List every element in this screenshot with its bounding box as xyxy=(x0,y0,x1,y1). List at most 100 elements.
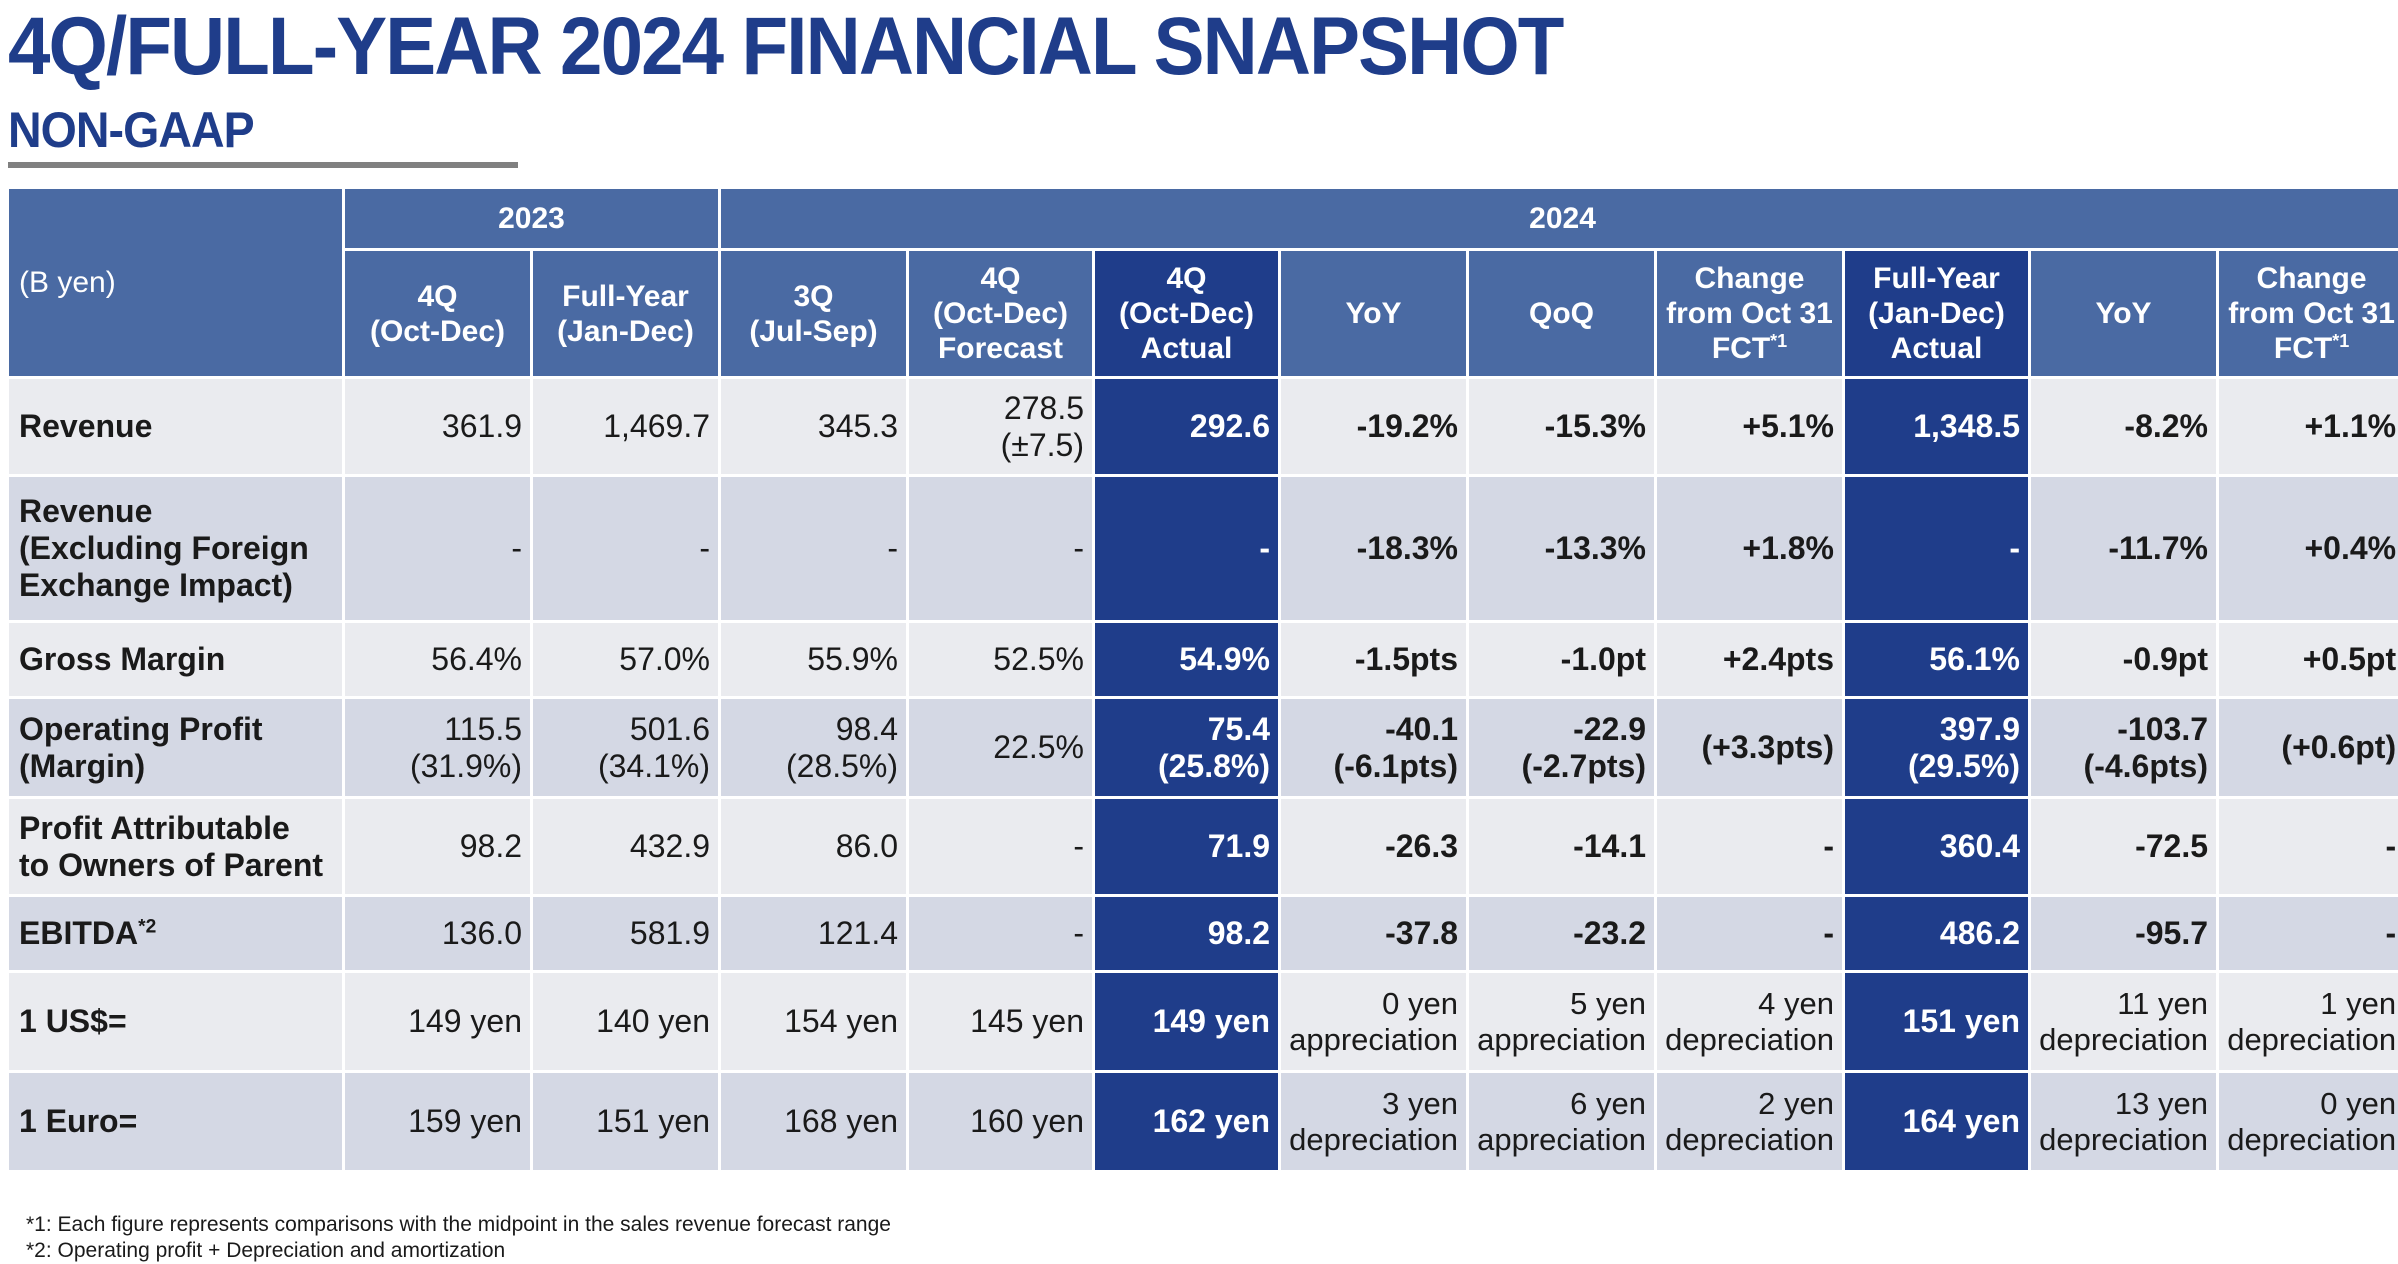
cell-line-1: (+3.3pts) xyxy=(1701,729,1834,765)
table-cell: 115.5 (31.9%) xyxy=(342,696,533,799)
cell-line-1: 22.5% xyxy=(993,729,1084,765)
table-cell: - xyxy=(2215,796,2398,897)
cell-line-1: - xyxy=(2385,828,2397,864)
cell-line-1: -1.0pt xyxy=(1560,641,1646,677)
cell-line-1: 1,469.7 xyxy=(603,408,710,444)
financial-snapshot-table: (B yen) 2023 2024 4Q (Oct-Dec) Full-Year (J… xyxy=(6,186,2398,1173)
table-row: Operating Profit (Margin) 115.5 (31.9%) 501.… xyxy=(6,696,2398,799)
table-cell: 54.9% xyxy=(1092,620,1281,699)
row-label-line-1: 1 Euro= xyxy=(19,1103,138,1139)
cell-line-1: -40.1 xyxy=(1385,710,1458,747)
cell-line-1: 486.2 xyxy=(1939,915,2020,951)
table-cell: -23.2 xyxy=(1466,894,1657,973)
table-cell: 151 yen xyxy=(530,1070,721,1173)
table-cell: 57.0% xyxy=(530,620,721,699)
column-header-line-2: from Oct 31 xyxy=(2228,297,2395,330)
column-header-line-2: from Oct 31 xyxy=(1666,297,1833,330)
cell-line-1: 1,348.5 xyxy=(1913,408,2020,444)
cell-line-1: -37.8 xyxy=(1385,915,1458,951)
table-cell: - xyxy=(1654,796,1845,897)
page-title: 4Q/FULL-YEAR 2024 FINANCIAL SNAPSHOT xyxy=(8,1,1564,92)
table-cell: 149 yen xyxy=(342,970,533,1073)
table-cell: +1.1% xyxy=(2215,376,2398,477)
table-cell: 140 yen xyxy=(530,970,721,1073)
cell-line-1: 2 yen xyxy=(1758,1085,1834,1121)
cell-line-2: (25.8%) xyxy=(1157,747,1270,784)
table-cell: -11.7% xyxy=(2028,474,2219,623)
table-cell: -0.9pt xyxy=(2028,620,2219,699)
cell-line-1: +0.5pt xyxy=(2302,641,2397,677)
cell-line-2: (29.5%) xyxy=(1907,747,2020,784)
footnotes: *1: Each figure represents comparisons w… xyxy=(26,1212,891,1264)
cell-line-1: -0.9pt xyxy=(2122,641,2208,677)
table-row: EBITDA*2 136.0 581.9 121.4 - 98.2 -37.8 -23.2 - 4… xyxy=(6,894,2398,973)
row-label-line-2: (Margin) xyxy=(19,747,146,784)
table-cell: 5 yen appreciation xyxy=(1466,970,1657,1073)
cell-line-1: +1.8% xyxy=(1742,530,1834,566)
row-label: Revenue (Excluding Foreign Exchange Impact… xyxy=(6,474,345,623)
cell-line-2: appreciation xyxy=(1289,1021,1458,1057)
table-cell: -13.3% xyxy=(1466,474,1657,623)
table-cell: 1 yen depreciation xyxy=(2215,970,2398,1073)
column-header-8: Change from Oct 31 FCT*1 xyxy=(1654,248,1845,379)
cell-line-2: (-2.7pts) xyxy=(1521,747,1646,784)
table-cell: -14.1 xyxy=(1466,796,1657,897)
table-cell: -1.0pt xyxy=(1466,620,1657,699)
column-header-6: YoY xyxy=(1278,248,1469,379)
cell-line-1: 501.6 xyxy=(629,710,710,747)
cell-line-1: - xyxy=(1073,915,1084,951)
row-label-line-2: to Owners of Parent xyxy=(19,846,324,883)
row-label-line-2: (Excluding Foreign xyxy=(19,530,309,566)
cell-line-1: 98.2 xyxy=(1207,915,1270,951)
table-cell: 164 yen xyxy=(1842,1070,2031,1173)
table-row: Gross Margin 56.4% 57.0% 55.9% 52.5% 54.9% -1.… xyxy=(6,620,2398,699)
table-cell: -19.2% xyxy=(1278,376,1469,477)
cell-line-1: - xyxy=(1823,828,1834,864)
table-cell: - xyxy=(2215,894,2398,973)
cell-line-1: 581.9 xyxy=(629,915,710,951)
table-cell: 86.0 xyxy=(718,796,909,897)
column-header-line-1: 4Q xyxy=(1166,262,1207,295)
cell-line-1: -11.7% xyxy=(2108,530,2208,566)
title-underline xyxy=(8,162,518,168)
column-header-line-1: Full-Year xyxy=(1873,262,2000,295)
cell-line-1: 278.5 xyxy=(1003,389,1084,426)
table-cell: - xyxy=(530,474,721,623)
table-cell: 278.5 (±7.5) xyxy=(906,376,1095,477)
column-header-5: 4Q (Oct-Dec) Actual xyxy=(1092,248,1281,379)
cell-line-1: 52.5% xyxy=(993,641,1084,677)
cell-line-1: 5 yen xyxy=(1570,985,1646,1021)
cell-line-1: -8.2% xyxy=(2124,408,2208,444)
table-cell: - xyxy=(906,796,1095,897)
footnote-marker: *1 xyxy=(1770,331,1788,351)
row-label-line-1: Operating Profit xyxy=(19,710,263,747)
cell-line-1: 149 yen xyxy=(1152,1003,1270,1039)
year-header-row: (B yen) 2023 2024 xyxy=(6,186,2398,379)
cell-line-1: 160 yen xyxy=(970,1103,1084,1139)
table-row: Profit Attributable to Owners of Parent 98… xyxy=(6,796,2398,897)
footnote-1: *1: Each figure represents comparisons w… xyxy=(26,1213,891,1236)
cell-line-2: depreciation xyxy=(2039,1021,2208,1057)
row-label-line-3: Exchange Impact) xyxy=(19,567,293,603)
cell-line-2: (-4.6pts) xyxy=(2083,747,2208,784)
cell-line-1: 154 yen xyxy=(784,1003,898,1039)
cell-line-2: depreciation xyxy=(1665,1021,1834,1057)
cell-line-1: 115.5 xyxy=(444,710,522,747)
table-cell: 486.2 xyxy=(1842,894,2031,973)
row-label-line-1: Revenue xyxy=(19,408,153,444)
cell-line-1: 56.1% xyxy=(1929,641,2020,677)
cell-line-1: -19.2% xyxy=(1356,408,1458,444)
table-cell: -40.1 (-6.1pts) xyxy=(1278,696,1469,799)
cell-line-1: +2.4pts xyxy=(1722,641,1834,677)
cell-line-2: (31.9%) xyxy=(409,747,522,784)
column-header-row: 4Q (Oct-Dec) Full-Year (Jan-Dec) 3Q (Jul-Sep)… xyxy=(8,248,2398,379)
table-cell: 168 yen xyxy=(718,1070,909,1173)
cell-line-1: - xyxy=(1259,530,1270,566)
table-cell: 159 yen xyxy=(342,1070,533,1173)
table-cell: -103.7 (-4.6pts) xyxy=(2028,696,2219,799)
cell-line-1: -1.5pts xyxy=(1354,641,1458,677)
cell-line-1: - xyxy=(1073,530,1084,566)
cell-line-2: depreciation xyxy=(1289,1121,1458,1157)
table-cell: 98.2 xyxy=(342,796,533,897)
table-cell: - xyxy=(1842,474,2031,623)
